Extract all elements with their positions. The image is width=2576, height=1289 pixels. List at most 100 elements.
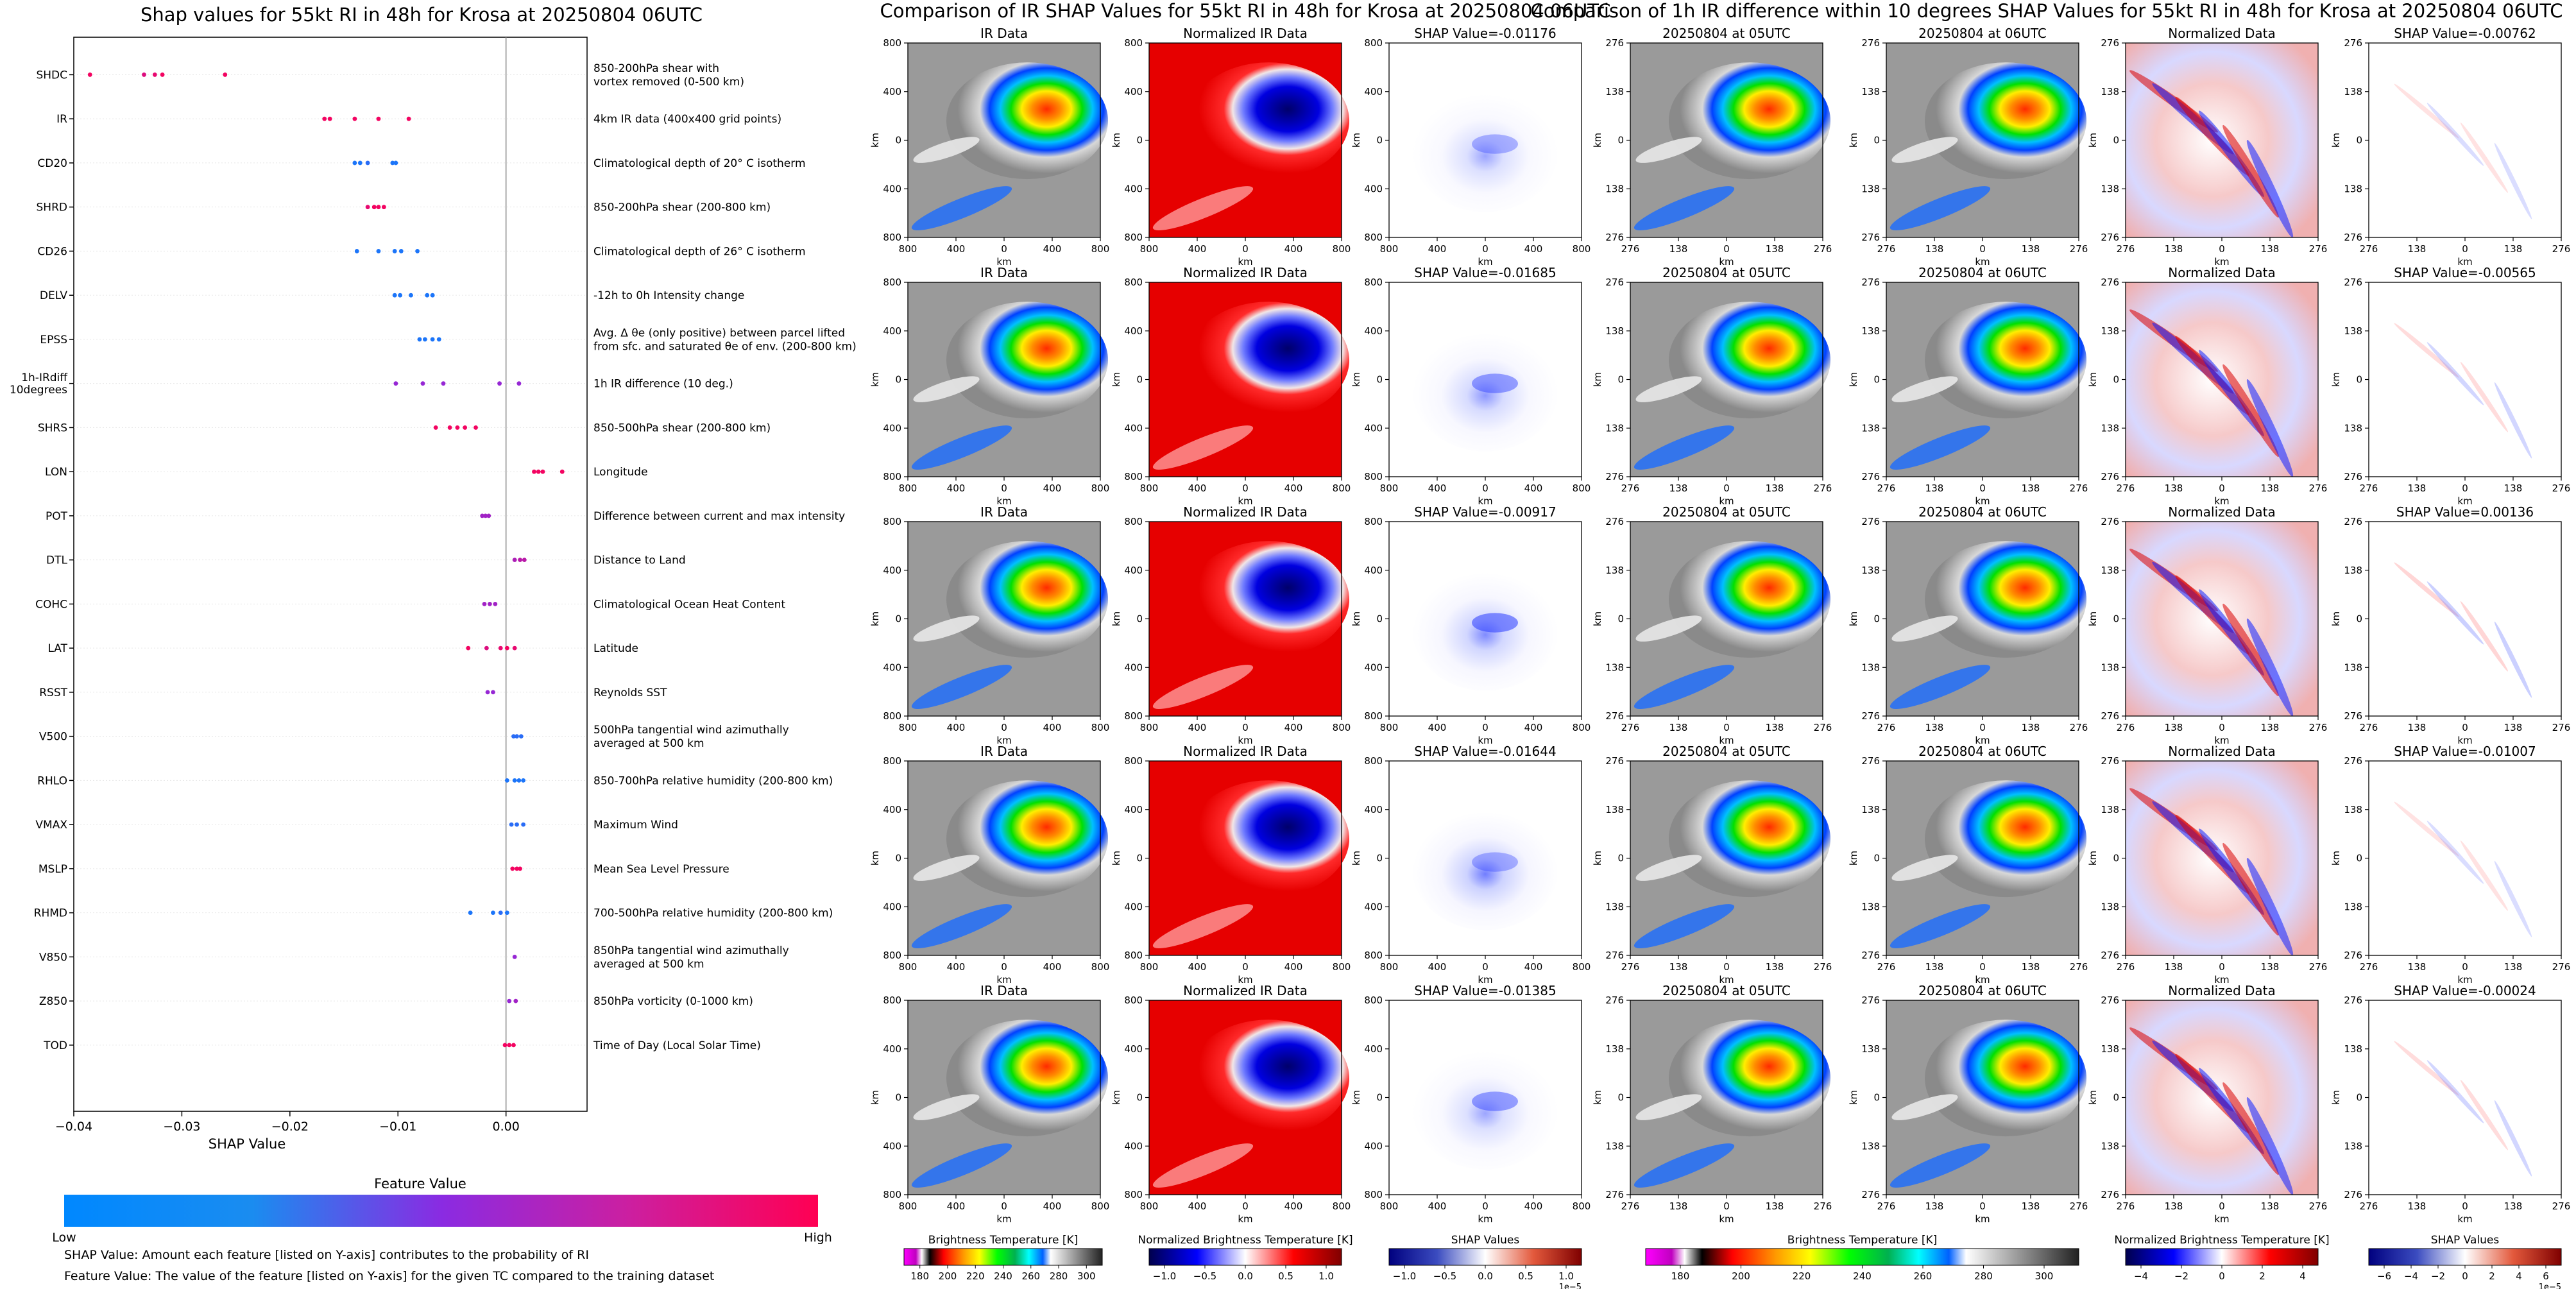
shap-point: [473, 425, 478, 430]
x-tick-label: 138: [2261, 1200, 2280, 1212]
y-tick-label: 0: [1873, 135, 1880, 146]
x-axis-label: km: [1975, 256, 1990, 268]
y-tick-label: 0: [1873, 374, 1880, 386]
x-tick-label: 138: [2165, 243, 2183, 255]
y-axis-label: km: [1111, 1090, 1122, 1105]
x-tick-label: 800: [1091, 961, 1110, 973]
x-axis-label: km: [1975, 1213, 1990, 1225]
shap-point: [425, 293, 430, 298]
feature-description: Avg. Δ θe (only positive) between parcel…: [593, 327, 857, 353]
y-tick-label: 800: [1364, 277, 1383, 288]
feature-description: 4km IR data (400x400 grid points): [593, 113, 781, 126]
y-tick-label: 138: [2101, 1140, 2119, 1152]
normalized-streak: [2246, 379, 2294, 477]
y-tick-label: 276: [2344, 37, 2362, 49]
y-tick-label: 800: [1124, 37, 1143, 49]
x-tick-label: 138: [2261, 482, 2280, 494]
x-axis-label: km: [2214, 256, 2229, 268]
colorbar-tick-label: −1.0: [1153, 1270, 1176, 1282]
x-tick-label: 800: [1380, 722, 1399, 733]
shap-point: [393, 381, 398, 386]
y-axis-label: km: [1592, 372, 1603, 387]
y-tick-label: 400: [1124, 183, 1143, 194]
x-tick-label: 276: [2309, 243, 2328, 255]
y-tick-label: 0: [1617, 613, 1624, 625]
y-tick-label: 276: [1861, 232, 1880, 243]
x-tick-label: 400: [1188, 961, 1207, 973]
y-tick-label: 276: [2101, 1189, 2119, 1200]
colorbar-tick-label: 300: [2035, 1270, 2054, 1282]
x-tick-label: 800: [1573, 243, 1591, 255]
nir-cloud: [1188, 302, 1349, 419]
y-tick-label: 0: [1136, 853, 1143, 864]
shap-point: [390, 160, 395, 166]
panel-title: SHAP Value=-0.00917: [1414, 504, 1556, 520]
shap-point: [511, 734, 516, 739]
colorbar-offset: 1e−5: [2539, 1283, 2561, 1289]
diff-shap-streak: [2394, 83, 2459, 139]
panel-title: SHAP Value=-0.00762: [2394, 26, 2536, 41]
shap-point: [420, 381, 425, 386]
feature-name: TOD: [43, 1039, 67, 1052]
x-tick-label: 800: [1140, 482, 1159, 494]
x-tick-label: 400: [1428, 722, 1447, 733]
x-tick-label: 800: [1091, 243, 1110, 255]
y-tick-label: 0: [1873, 853, 1880, 864]
ir-cloud-band: [1635, 376, 1702, 402]
shap-point: [357, 160, 363, 166]
x-tick-label: 276: [2360, 961, 2378, 973]
ir-rainband: [1889, 186, 1991, 231]
y-tick-label: 800: [1124, 1189, 1143, 1200]
y-axis-label: km: [2330, 372, 2342, 387]
panel-title: IR Data: [980, 26, 1028, 41]
shap-point: [497, 381, 502, 386]
y-tick-label: 138: [1861, 422, 1880, 434]
panel-title: 20250804 at 06UTC: [1918, 983, 2047, 998]
x-tick-label: 276: [2070, 961, 2088, 973]
normalized-streak: [2222, 364, 2279, 457]
shap-point: [463, 425, 468, 430]
feature-name: SHRS: [38, 422, 67, 434]
nir-cloud: [1188, 62, 1349, 180]
ir-cloud-band: [913, 137, 980, 163]
ir-cloud-band: [913, 1094, 980, 1120]
shap-point: [507, 1043, 512, 1048]
colorbar-tick-label: −0.5: [1193, 1270, 1216, 1282]
normalized-streak: [2222, 124, 2279, 218]
y-tick-label: 800: [1124, 232, 1143, 243]
colorbar-tick-label: 4: [2516, 1270, 2522, 1282]
shap-point: [507, 998, 512, 1003]
panel-title: Normalized Data: [2168, 983, 2276, 998]
shap-field: [1412, 1045, 1558, 1170]
x-tick-label: 800: [1140, 961, 1159, 973]
y-tick-label: 0: [2113, 374, 2119, 386]
y-tick-label: 138: [1605, 86, 1624, 98]
y-tick-label: 0: [895, 853, 901, 864]
x-tick-label: 0: [1482, 243, 1488, 255]
x-tick-label: 800: [899, 722, 917, 733]
shap-point: [512, 645, 517, 651]
y-tick-label: 138: [2101, 325, 2119, 337]
x-tick-label: 138: [2504, 482, 2523, 494]
shap-point: [409, 293, 413, 298]
x-tick-label: 276: [1621, 722, 1640, 733]
colorbar-tick-label: 180: [910, 1270, 929, 1282]
feature-name: LON: [45, 466, 67, 479]
y-tick-label: 800: [883, 1189, 901, 1200]
x-tick-label: 276: [1814, 961, 1832, 973]
ir-rainband: [1889, 904, 1991, 949]
shap-point: [504, 645, 509, 651]
shap-point: [518, 734, 524, 739]
x-tick-label: 276: [2070, 1200, 2088, 1212]
y-tick-label: 276: [2101, 471, 2119, 482]
diff-shap-streak: [2460, 123, 2509, 193]
panel-title: SHAP Value=0.00136: [2396, 504, 2534, 520]
panel-title: SHAP Value=-0.00565: [2394, 265, 2536, 280]
x-tick-label: 400: [1043, 1200, 1062, 1212]
shap-point: [376, 249, 381, 253]
y-tick-label: 0: [1136, 613, 1143, 625]
y-axis-label: km: [1111, 372, 1122, 387]
y-tick-label: 138: [2101, 804, 2119, 815]
feature-name: DELV: [40, 289, 67, 302]
